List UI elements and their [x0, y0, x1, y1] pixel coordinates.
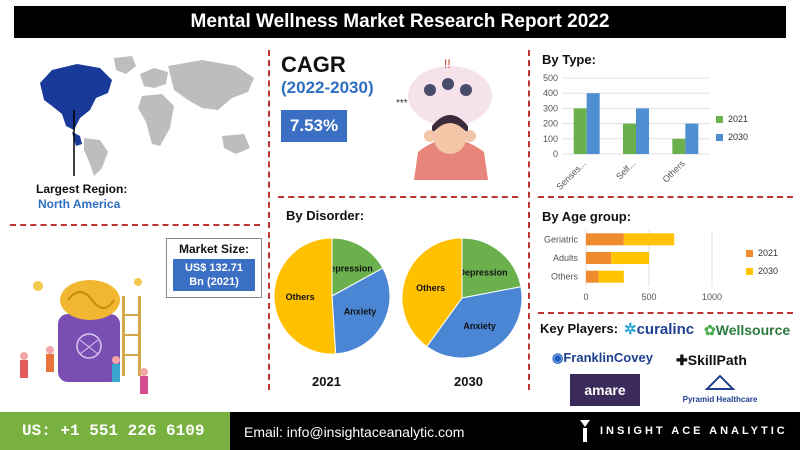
type-bar-2030	[586, 93, 600, 154]
disorder-pie-2021: Depression Anxiety Others	[273, 237, 391, 355]
age-legend-swatch	[746, 268, 753, 275]
svg-text:!!: !!	[444, 57, 451, 71]
cagr-label: CAGR	[281, 52, 346, 77]
pie-slice-others	[273, 237, 337, 355]
age-x-tick: 500	[641, 292, 656, 302]
footer-email: Email: info@insightaceanalytic.com	[244, 424, 465, 440]
logo-franklincovey: ◉FranklinCovey	[552, 350, 653, 365]
type-bar-2030	[685, 123, 699, 154]
age-x-tick: 0	[583, 292, 588, 302]
pie-label-anxiety: Anxiety	[463, 321, 496, 331]
market-size-value-line2: Bn (2021)	[189, 276, 239, 288]
by-type-chart: 0 100 200 300 400 500 Senses... Self... Others 20…	[543, 73, 748, 190]
by-type-title: By Type:	[542, 52, 596, 67]
age-bar-2030	[611, 252, 649, 264]
divider-right-h-1	[538, 196, 793, 198]
footer-brand: INSIGHT ACE ANALYTIC	[600, 425, 788, 437]
pie-2030-title: 2030	[454, 374, 483, 389]
age-y-tick: Geriatric	[544, 234, 579, 244]
market-size-label: Market Size:	[178, 242, 250, 256]
by-disorder-title: By Disorder:	[286, 208, 365, 223]
wellsource-icon: ✿	[704, 322, 716, 338]
franklincovey-icon: ◉	[552, 350, 564, 365]
brand-icon	[578, 418, 592, 444]
pie-slice-anxiety	[331, 267, 391, 355]
type-y-tick: 100	[543, 134, 558, 144]
pie-slice-others	[401, 237, 463, 348]
type-bar-2021	[623, 123, 636, 154]
type-y-tick: 0	[553, 149, 558, 159]
market-size-box: Market Size: US$ 132.71 Bn (2021)	[166, 238, 262, 298]
age-bar-2021	[586, 270, 599, 283]
type-legend-swatch	[716, 134, 723, 141]
type-legend-label: 2021	[728, 114, 748, 124]
world-map	[40, 56, 254, 176]
type-x-tick: Senses...	[554, 158, 588, 190]
age-bar-2021	[586, 252, 612, 264]
brain-illustration	[20, 278, 148, 394]
key-players-title: Key Players:	[540, 321, 619, 336]
pyramid-icon	[704, 374, 736, 390]
type-legend-swatch	[716, 116, 723, 123]
type-x-tick: Self...	[614, 158, 637, 181]
age-y-tick: Adults	[553, 253, 579, 263]
divider-left	[268, 50, 270, 390]
age-x-tick: 1000	[702, 292, 722, 302]
logo-curalinc: ✲curalinc	[624, 321, 695, 338]
divider-right	[528, 50, 530, 390]
age-bar-2030	[598, 270, 624, 283]
pie-label-others: Others	[416, 283, 445, 293]
curalinc-icon: ✲	[624, 321, 637, 338]
type-bar-2030	[636, 108, 649, 154]
footer-phone: US: +1 551 226 6109	[0, 412, 230, 450]
pie-slice-anxiety	[426, 286, 523, 359]
divider-right-h-2	[538, 312, 793, 314]
svg-text:***: ***	[396, 98, 408, 109]
type-bar-2021	[573, 108, 587, 154]
type-y-tick: 200	[543, 119, 558, 129]
pie-label-depression: Depression	[459, 268, 508, 278]
logo-amare: amare	[570, 374, 640, 406]
by-age-chart: 0 500 1000 Geriatric Adults Others 2021 2030	[544, 230, 778, 302]
pie-slice-depression	[331, 237, 384, 297]
market-size-value-line1: US$ 132.71	[184, 262, 244, 274]
type-x-tick: Others	[661, 158, 688, 185]
type-y-tick: 400	[543, 88, 558, 98]
cagr-value: 7.53%	[281, 110, 347, 142]
largest-region-label: Largest Region:	[36, 182, 128, 196]
type-y-tick: 300	[543, 103, 558, 113]
disorder-pie-2030: Depression Anxiety Others	[401, 237, 523, 359]
report-title: Mental Wellness Market Research Report 2…	[14, 6, 786, 38]
logo-skillpath: ✚SkillPath	[676, 352, 747, 368]
age-bar-2030	[623, 233, 675, 246]
pie-label-anxiety: Anxiety	[344, 306, 377, 316]
logo-wellsource: ✿Wellsource	[704, 322, 791, 338]
divider-left-h	[10, 224, 260, 226]
age-legend-label: 2021	[758, 248, 778, 258]
type-y-tick: 500	[543, 73, 558, 83]
skillpath-icon: ✚	[676, 352, 688, 368]
by-age-title: By Age group:	[542, 209, 632, 224]
type-bar-2021	[672, 138, 686, 154]
divider-mid-h	[278, 196, 518, 198]
pie-slice-depression	[461, 237, 522, 299]
pie-label-depression: Depression	[324, 264, 373, 274]
age-legend-label: 2030	[758, 266, 778, 276]
logo-pyramid-healthcare: Pyramid Healthcare	[680, 374, 760, 404]
pie-2021-title: 2021	[312, 374, 341, 389]
age-y-tick: Others	[551, 272, 579, 282]
age-bar-2021	[586, 233, 624, 246]
stress-illustration: *** !!	[396, 57, 492, 180]
age-legend-swatch	[746, 250, 753, 257]
footer-bar	[230, 412, 800, 450]
largest-region-value: North America	[38, 197, 121, 211]
market-size-value: US$ 132.71 Bn (2021)	[173, 259, 255, 291]
pie-label-others: Others	[286, 292, 315, 302]
type-legend-label: 2030	[728, 132, 748, 142]
cagr-period: (2022-2030)	[281, 78, 374, 97]
